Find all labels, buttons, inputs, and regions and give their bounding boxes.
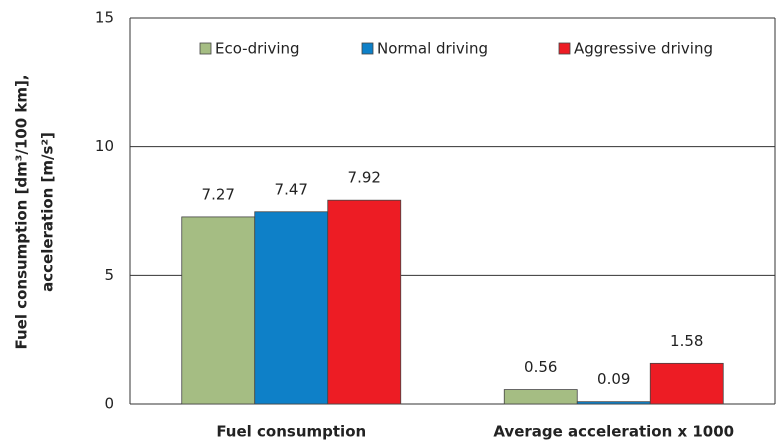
y-tick-label: 0 [104,395,114,413]
data-label: 0.09 [597,370,630,388]
legend-swatch [199,42,212,55]
bar [181,216,256,405]
legend-label: Eco-driving [215,40,300,58]
y-tick-label: 10 [95,137,114,155]
y-axis-label: Fuel consumption [dm³/100 km], [13,74,31,349]
data-label: 7.47 [275,180,308,198]
legend-swatch [361,42,374,55]
data-label: 1.58 [670,332,703,350]
data-label: 7.92 [348,169,381,187]
bar [254,211,329,405]
bar [327,199,402,405]
x-tick-label: Fuel consumption [216,423,366,441]
legend-label: Aggressive driving [574,40,713,58]
x-tick-label: Average acceleration x 1000 [493,423,734,441]
data-label: 0.56 [524,358,557,376]
bar [503,389,578,405]
y-tick-label: 5 [104,266,114,284]
data-label: 7.27 [202,185,235,203]
legend-label: Normal driving [377,40,488,58]
legend-swatch [558,42,571,55]
bar [649,362,724,405]
y-axis-label: acceleration [m/s²] [39,132,57,292]
bar [576,401,651,405]
y-tick-label: 15 [95,9,114,27]
